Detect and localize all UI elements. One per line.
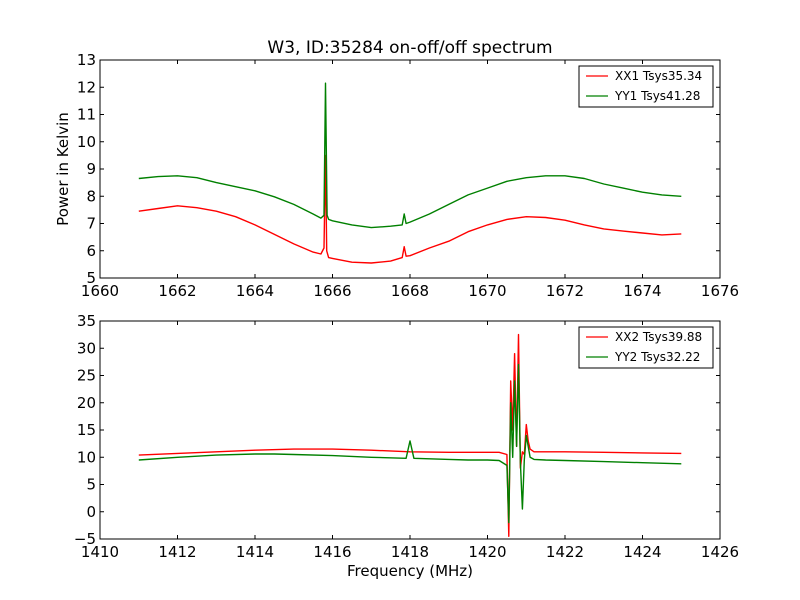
bottom-x-tick-label: 1414 [236,543,274,561]
bottom-series-group [138,333,682,537]
bottom-ticks-group: 1410 1412 1414 1416 1418 1420 1422 1424 1426 −5 0 5… [74,312,739,561]
top-y-tick-label: 11 [77,106,96,124]
top-x-tick-label: 1672 [546,282,584,300]
top-x-tick-label: 1676 [701,282,739,300]
bottom-y-tick-label: 30 [77,339,96,357]
top-chart-title: W3, ID:35284 on-off/off spectrum [267,38,552,58]
top-ticks-group: 1660 1662 1664 1666 1668 1670 1672 1674 1676 5 6 7 8… [77,51,739,300]
legend-label-xx2: XX2 Tsys39.88 [615,330,702,344]
bottom-x-tick-label: 1424 [623,543,661,561]
bottom-series-line-1 [138,363,682,524]
top-x-tick-label: 1664 [236,282,274,300]
bottom-panel: 1410 1412 1414 1416 1418 1420 1422 1424 1426 −5 0 5… [74,312,739,580]
bottom-y-tick-label: 35 [77,312,96,330]
top-y-tick-label: 6 [86,242,96,260]
top-legend: XX1 Tsys35.34 YY1 Tsys41.28 [578,65,714,108]
top-x-tick-label: 1660 [81,282,119,300]
top-legend-box [578,65,714,108]
bottom-x-tick-label: 1426 [701,543,739,561]
bottom-y-tick-label: 20 [77,394,96,412]
bottom-y-tick-label: 15 [77,421,96,439]
bottom-x-tick-label: 1420 [468,543,506,561]
bottom-legend-box [578,326,714,369]
bottom-x-tick-label: 1422 [546,543,584,561]
bottom-x-tick-label: 1418 [391,543,429,561]
bottom-y-tick-label: 5 [86,476,96,494]
bottom-y-tick-label: 0 [86,503,96,521]
top-y-tick-label: 12 [77,78,96,96]
top-x-tick-label: 1670 [468,282,506,300]
top-y-tick-label: 13 [77,51,96,69]
top-x-tick-label: 1666 [313,282,351,300]
bottom-x-axis-label: Frequency (MHz) [347,562,473,580]
legend-label-yy1: YY1 Tsys41.28 [614,89,700,103]
top-x-tick-label: 1662 [158,282,196,300]
legend-label-xx1: XX1 Tsys35.34 [615,69,702,83]
top-x-tick-label: 1674 [623,282,661,300]
top-x-tick-label: 1668 [391,282,429,300]
bottom-x-tick-label: 1412 [158,543,196,561]
top-y-axis-label: Power in Kelvin [54,112,72,226]
bottom-y-tick-label: 25 [77,367,96,385]
top-series-line-1 [138,82,682,229]
top-y-tick-label: 10 [77,133,96,151]
top-y-tick-label: 5 [86,269,96,287]
bottom-x-tick-label: 1410 [81,543,119,561]
top-series-line-0 [138,154,682,264]
top-panel: 1660 1662 1664 1666 1668 1670 1672 1674 1676 5 6 7 8… [54,38,739,300]
top-y-tick-label: 8 [86,187,96,205]
top-y-tick-label: 9 [86,160,96,178]
legend-label-yy2: YY2 Tsys32.22 [614,350,700,364]
bottom-legend: XX2 Tsys39.88 YY2 Tsys32.22 [578,326,714,369]
top-series-group [138,82,682,264]
bottom-y-tick-label: −5 [74,530,96,548]
bottom-x-tick-label: 1416 [313,543,351,561]
bottom-y-tick-label: 10 [77,448,96,466]
top-y-tick-label: 7 [86,215,96,233]
